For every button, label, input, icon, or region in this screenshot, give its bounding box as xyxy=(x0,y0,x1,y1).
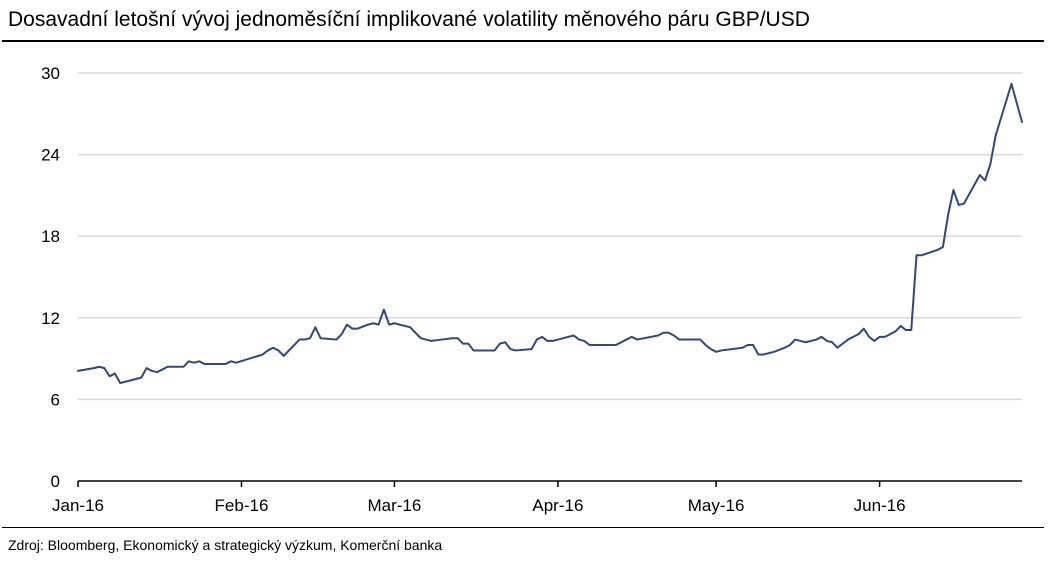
source-divider xyxy=(2,527,1044,528)
y-tick-label-18: 18 xyxy=(41,227,60,246)
y-tick-label-24: 24 xyxy=(41,146,60,165)
x-tick-label-Mar-16: Mar-16 xyxy=(367,496,421,515)
x-tick-label-Feb-16: Feb-16 xyxy=(215,496,269,515)
series-group xyxy=(77,82,1023,385)
y-tick-label-6: 6 xyxy=(51,390,60,409)
x-tick-label-Apr-16: Apr-16 xyxy=(532,496,583,515)
y-axis: 0 6 12 18 24 30 xyxy=(41,64,60,491)
y-tick-label-12: 12 xyxy=(41,309,60,328)
source-note: Zdroj: Bloomberg, Ekonomický a strategic… xyxy=(8,537,443,553)
series-line-0 xyxy=(77,82,1023,385)
x-tick-label-Jun-16: Jun-16 xyxy=(854,496,906,515)
x-tick-label-May-16: May-16 xyxy=(688,496,745,515)
y-tick-label-30: 30 xyxy=(41,64,60,83)
x-axis: Jan-16 Feb-16 Mar-16 Apr-16 May-16 Jun-16 xyxy=(52,480,1022,515)
y-tick-label-0: 0 xyxy=(51,472,60,491)
chart-title: Dosavadní letošní vývoj jednoměsíční imp… xyxy=(8,8,810,31)
grid-lines xyxy=(78,72,1022,401)
title-divider xyxy=(2,40,1044,42)
x-tick-label-Jan-16: Jan-16 xyxy=(52,496,104,515)
